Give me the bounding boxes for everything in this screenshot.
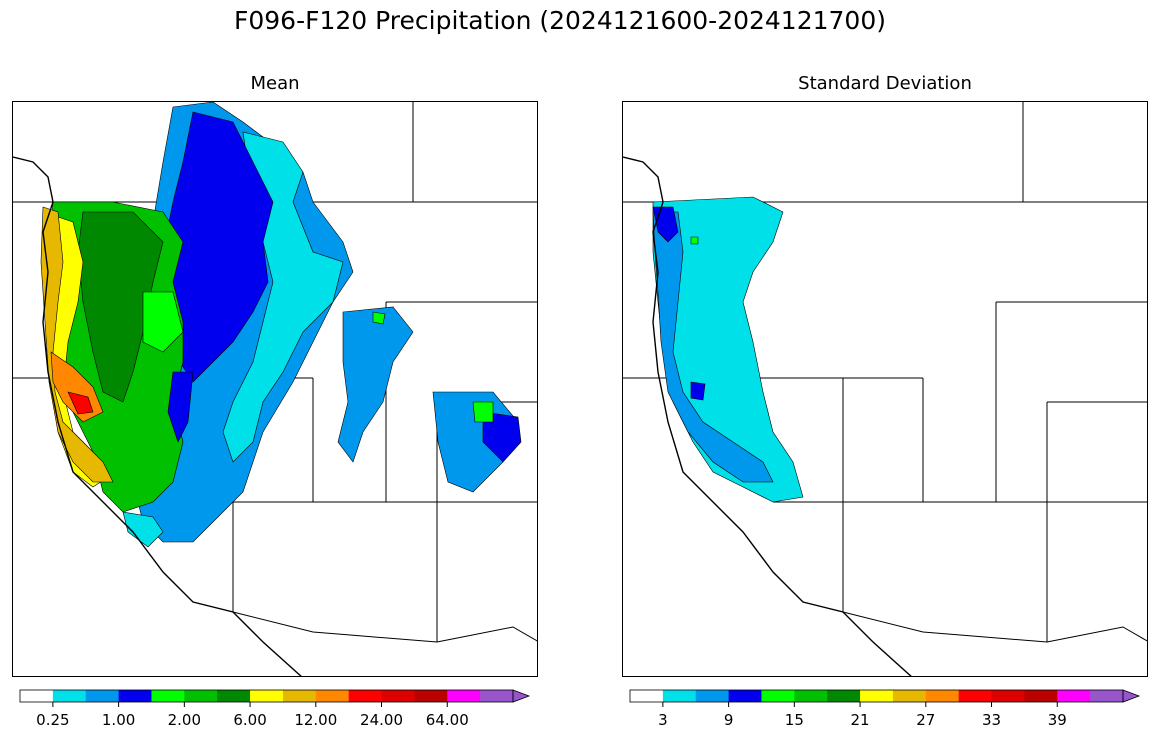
panel-title-mean: Mean (250, 73, 300, 94)
colorbar-swatch (695, 690, 730, 702)
colorbar-tick-label: 2.00 (167, 711, 202, 729)
colorbar-tick-label: 0.25 (36, 711, 70, 729)
mean-shading (40, 102, 522, 548)
colorbar-swatch (794, 690, 828, 702)
colorbar-swatch (414, 690, 448, 702)
colorbar-swatch (315, 690, 350, 702)
std-shading (652, 196, 804, 503)
colorbar-swatch (728, 690, 762, 702)
colorbar-swatch (827, 690, 861, 702)
colorbar-mean-svg (19, 689, 531, 707)
coastline-mean (13, 156, 302, 676)
colorbar-swatch (52, 690, 87, 702)
colorbar-swatch (991, 690, 1025, 702)
colorbar-swatch (381, 690, 415, 702)
colorbar-swatch (184, 690, 218, 702)
colorbar-swatch (85, 690, 120, 702)
colorbar-extend-arrow (512, 689, 531, 703)
colorbar-extend-arrow (1122, 689, 1141, 703)
colorbar-swatch (480, 690, 514, 702)
colorbar-swatch (151, 690, 185, 702)
colorbar-swatch (447, 690, 481, 702)
colorbar-tick-label: 39 (1047, 711, 1067, 729)
colorbar-tick-label: 1.00 (101, 711, 136, 729)
colorbar-swatch (925, 690, 960, 702)
colorbar-tick-label: 6.00 (233, 711, 267, 729)
colorbar-swatch (662, 690, 697, 702)
colorbar-swatch (1090, 690, 1124, 702)
colorbar-tick-label: 21 (850, 711, 870, 729)
colorbar-std-svg (629, 689, 1141, 707)
map-std-svg (623, 102, 1147, 676)
colorbar-swatch (630, 690, 664, 702)
colorbar-swatch (1057, 690, 1091, 702)
colorbar-swatch (118, 690, 152, 702)
colorbar-tick-label: 64.00 (425, 711, 469, 729)
colorbar-tick-label: 27 (916, 711, 936, 729)
colorbar-tick-label: 33 (981, 711, 1002, 729)
map-mean-svg (13, 102, 537, 676)
map-std (622, 101, 1148, 677)
colorbar-swatch (20, 690, 54, 702)
figure-title: F096-F120 Precipitation (2024121600-2024… (233, 6, 886, 35)
colorbar-swatch (1024, 690, 1058, 702)
colorbar-tick-label: 12.00 (294, 711, 338, 729)
colorbar-mean (19, 689, 531, 707)
colorbar-border (629, 689, 1124, 703)
colorbar-swatch (217, 690, 251, 702)
colorbar-swatch (348, 690, 383, 702)
colorbar-swatch (282, 690, 317, 702)
colorbar-swatch (892, 690, 927, 702)
colorbar-swatch (250, 690, 284, 702)
map-mean (12, 101, 538, 677)
colorbar-swatch (860, 690, 894, 702)
colorbar-tick-label: 3 (658, 711, 668, 729)
colorbar-tick-label: 15 (784, 711, 804, 729)
colorbar-border (19, 689, 514, 703)
panel-title-std: Standard Deviation (798, 73, 972, 94)
colorbar-swatch (958, 690, 993, 702)
colorbar-swatch (761, 690, 795, 702)
colorbar-tick-label: 9 (723, 711, 734, 729)
coastline-std (623, 156, 912, 676)
colorbar-std (629, 689, 1141, 707)
colorbar-tick-label: 24.00 (360, 711, 404, 729)
